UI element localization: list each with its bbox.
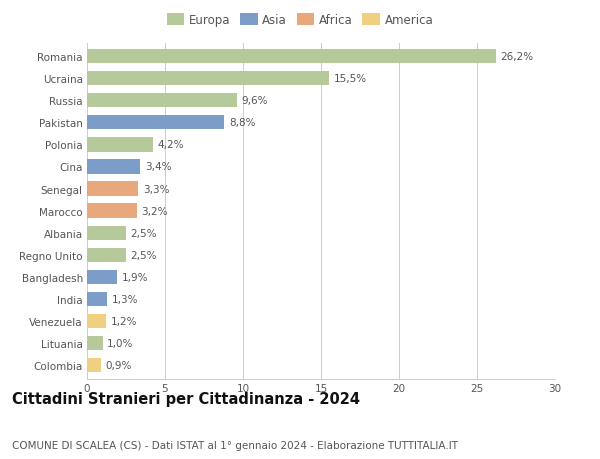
Text: 3,3%: 3,3% (143, 184, 170, 194)
Bar (87, 116, 224, 130)
Text: 8,8%: 8,8% (229, 118, 256, 128)
Text: 0,9%: 0,9% (106, 360, 132, 370)
Bar (87, 160, 140, 174)
Bar (87, 182, 139, 196)
Bar (87, 50, 496, 64)
Bar (87, 248, 126, 263)
Text: 2,5%: 2,5% (131, 228, 157, 238)
Bar (87, 336, 103, 351)
Bar (87, 72, 329, 86)
Bar (87, 314, 106, 329)
Text: 1,2%: 1,2% (110, 316, 137, 326)
Text: 9,6%: 9,6% (241, 96, 268, 106)
Text: 3,2%: 3,2% (142, 206, 168, 216)
Bar (87, 138, 152, 152)
Legend: Europa, Asia, Africa, America: Europa, Asia, Africa, America (163, 11, 437, 30)
Bar (87, 94, 237, 108)
Bar (87, 358, 101, 373)
Text: Cittadini Stranieri per Cittadinanza - 2024: Cittadini Stranieri per Cittadinanza - 2… (12, 391, 360, 406)
Text: 1,0%: 1,0% (107, 338, 134, 348)
Text: 4,2%: 4,2% (157, 140, 184, 150)
Text: 3,4%: 3,4% (145, 162, 171, 172)
Bar (87, 292, 107, 307)
Text: 26,2%: 26,2% (500, 52, 533, 62)
Text: 2,5%: 2,5% (131, 250, 157, 260)
Bar (87, 226, 126, 241)
Text: 15,5%: 15,5% (334, 74, 367, 84)
Bar (87, 270, 116, 285)
Text: COMUNE DI SCALEA (CS) - Dati ISTAT al 1° gennaio 2024 - Elaborazione TUTTITALIA.: COMUNE DI SCALEA (CS) - Dati ISTAT al 1°… (12, 440, 458, 450)
Bar (87, 204, 137, 218)
Text: 1,3%: 1,3% (112, 294, 139, 304)
Text: 1,9%: 1,9% (121, 272, 148, 282)
